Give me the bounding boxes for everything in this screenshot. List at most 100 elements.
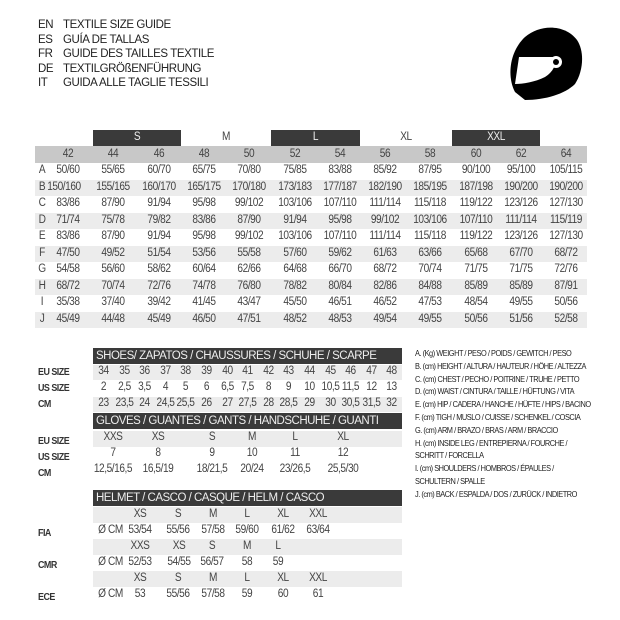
table-cell: 11 xyxy=(290,447,300,459)
table-cell: 173/183 xyxy=(277,180,312,193)
table-cell: 103/106 xyxy=(277,230,312,242)
size-group-band xyxy=(93,130,181,146)
table-cell: 54/55 xyxy=(167,556,191,568)
table-cell: 48/52 xyxy=(282,312,307,325)
table-cell: 43 xyxy=(283,365,295,377)
table-cell: 185/195 xyxy=(413,180,448,193)
table-cell: 25,5/30 xyxy=(327,463,359,475)
table-cell: 10 xyxy=(304,381,315,393)
table-cell: 23,5 xyxy=(115,397,134,409)
table-cell: 55/65 xyxy=(101,164,126,176)
table-cell: 76/80 xyxy=(237,279,262,292)
table-cell: 127/130 xyxy=(549,230,584,242)
table-cell: 47/53 xyxy=(418,296,443,308)
table-cell: 61/63 xyxy=(373,246,398,259)
eu-size-header: 60 xyxy=(470,148,481,160)
row-label: CM xyxy=(38,398,51,410)
table-cell: 85/92 xyxy=(373,164,398,176)
table-cell: 23/26,5 xyxy=(279,463,311,475)
row-letter: D xyxy=(38,213,46,226)
table-cell: 58/62 xyxy=(147,263,171,275)
row-letter: G xyxy=(38,263,46,275)
row-letter: I xyxy=(40,296,44,308)
table-cell: 83/86 xyxy=(56,230,80,242)
table-cell: 12,5/16,5 xyxy=(93,463,133,475)
table-cell: 115/118 xyxy=(414,197,447,209)
table-cell: 45/49 xyxy=(147,312,171,325)
table-cell: 34 xyxy=(98,365,109,377)
table-cell: 48/53 xyxy=(328,312,352,325)
eu-size-header: 62 xyxy=(515,148,527,160)
table-cell: 111/114 xyxy=(505,213,537,226)
table-cell: 45 xyxy=(324,365,336,377)
language-code: DE xyxy=(38,62,54,75)
helmet-header: HELMET / CASCO / CASQUE / HELM / CASCO xyxy=(93,490,402,506)
size-group-band xyxy=(271,130,360,146)
row-label: EU SIZE xyxy=(38,366,70,378)
table-cell: 107/110 xyxy=(323,230,357,242)
table-cell: 99/102 xyxy=(370,213,400,226)
table-cell: 52/58 xyxy=(554,312,579,325)
table-cell: 2 xyxy=(100,381,107,393)
table-cell: 72/76 xyxy=(147,279,171,292)
row-label: CMR xyxy=(38,559,57,571)
row-label: US SIZE xyxy=(38,451,70,463)
table-cell: 37/40 xyxy=(101,296,126,308)
helmet-size: XXL xyxy=(309,572,327,584)
row-band xyxy=(93,431,402,447)
table-cell: 66/70 xyxy=(328,263,352,275)
table-cell: 70/80 xyxy=(237,164,262,176)
table-cell: 83/86 xyxy=(192,213,216,226)
helmet-size: M xyxy=(242,540,252,552)
table-cell: 68/72 xyxy=(554,246,579,259)
legend-line: H. (cm) INSIDE LEG / ENTREPIERNA / FOURC… xyxy=(415,437,568,448)
table-cell: 87/90 xyxy=(101,197,126,209)
table-cell: 30 xyxy=(324,397,336,409)
helmet-size: S xyxy=(174,508,182,520)
eu-size-header: 56 xyxy=(379,148,391,160)
table-cell: 165/175 xyxy=(187,180,221,193)
row-label: US SIZE xyxy=(38,382,70,394)
table-cell: 3,5 xyxy=(138,381,152,393)
table-cell: 103/106 xyxy=(277,197,312,209)
table-cell: 24,5 xyxy=(156,397,175,409)
table-cell: 39 xyxy=(201,365,212,377)
row-label: ECE xyxy=(38,591,55,603)
table-cell: 107/110 xyxy=(459,213,493,226)
table-cell: 127/130 xyxy=(549,197,584,209)
table-cell: 70/74 xyxy=(101,279,126,292)
table-cell: 95/98 xyxy=(328,213,352,226)
legend-line: J. (cm) BACK / ESPALDA / DOS / ZURÜCK / … xyxy=(415,488,577,499)
table-cell: 56/57 xyxy=(200,556,224,568)
table-cell: 119/122 xyxy=(459,197,493,209)
helmet-size: L xyxy=(275,540,281,552)
table-cell: 59 xyxy=(241,588,253,600)
table-cell: 47 xyxy=(366,365,377,377)
table-cell: 9 xyxy=(286,381,292,393)
legend-line: E. (cm) HIP / CADERA / HANCHE / HÜFTE / … xyxy=(415,399,591,410)
table-cell: 70/74 xyxy=(418,263,443,275)
table-cell: 64/68 xyxy=(282,263,307,275)
table-cell: 95/98 xyxy=(192,230,216,242)
table-cell: 115/119 xyxy=(550,213,583,226)
eu-size-header: 44 xyxy=(108,148,119,160)
row-letter: H xyxy=(38,279,46,292)
table-cell: 46 xyxy=(345,365,356,377)
table-cell: M xyxy=(247,431,257,443)
table-cell: 23 xyxy=(98,397,109,409)
table-cell: L xyxy=(292,431,298,443)
table-cell: 35 xyxy=(118,365,130,377)
size-group-label: XXL xyxy=(487,131,505,143)
table-cell: 155/165 xyxy=(96,180,131,193)
table-cell: 44 xyxy=(304,365,315,377)
table-cell: 177/187 xyxy=(323,180,357,193)
table-cell: 46/51 xyxy=(328,296,352,308)
row-band xyxy=(35,245,587,262)
row-label: FIA xyxy=(38,527,51,539)
helmet-size: M xyxy=(208,572,218,584)
table-cell: 48/54 xyxy=(464,296,488,308)
table-cell: 65/68 xyxy=(464,246,488,259)
table-cell: 111/114 xyxy=(369,230,401,242)
table-cell: 67/70 xyxy=(509,246,533,259)
row-label: CM xyxy=(38,467,51,479)
